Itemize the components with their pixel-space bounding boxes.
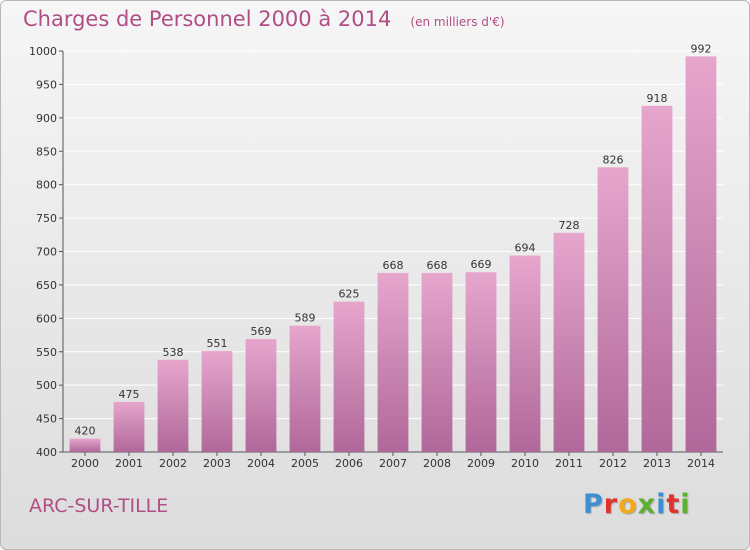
x-tick-label: 2000: [71, 457, 99, 470]
value-label: 589: [295, 312, 316, 325]
x-tick-label: 2008: [423, 457, 451, 470]
x-tick-label: 2005: [291, 457, 319, 470]
value-label: 669: [471, 258, 492, 271]
bar: [465, 272, 497, 452]
y-tick-label: 550: [36, 346, 57, 359]
bar: [201, 351, 233, 452]
bar: [685, 56, 717, 452]
logo-letter: t: [666, 489, 681, 520]
x-tick-label: 2003: [203, 457, 231, 470]
bar: [157, 359, 189, 452]
x-tick-label: 2014: [687, 457, 715, 470]
value-label: 668: [383, 259, 404, 272]
bar: [421, 272, 453, 452]
bar: [597, 167, 629, 453]
logo-letter: P: [583, 489, 604, 520]
y-tick-label: 1000: [29, 45, 57, 58]
value-label: 668: [427, 259, 448, 272]
bar: [377, 272, 409, 452]
logo-letter: x: [637, 489, 657, 520]
logo-letter: i: [656, 489, 667, 520]
value-label: 538: [163, 346, 184, 359]
value-label: 625: [339, 288, 360, 301]
bar: [333, 301, 365, 452]
x-tick-label: 2009: [467, 457, 495, 470]
bar: [69, 438, 101, 452]
bar: [553, 232, 585, 452]
x-tick-label: 2004: [247, 457, 275, 470]
value-label: 475: [119, 388, 140, 401]
logo-letter: i: [680, 489, 691, 520]
value-label: 569: [251, 325, 272, 338]
value-label: 826: [603, 153, 624, 166]
value-label: 694: [515, 242, 536, 255]
bar: [289, 325, 321, 452]
x-tick-label: 2001: [115, 457, 143, 470]
value-label: 728: [559, 219, 580, 232]
y-tick-label: 400: [36, 446, 57, 459]
proxiti-logo: Proxiti: [583, 489, 691, 520]
y-tick-label: 450: [36, 413, 57, 426]
value-label: 551: [207, 337, 228, 350]
y-tick-label: 800: [36, 179, 57, 192]
bars: [69, 56, 717, 453]
bar: [113, 401, 145, 452]
x-tick-label: 2007: [379, 457, 407, 470]
value-label: 420: [75, 425, 96, 438]
place-name: ARC-SUR-TILLE: [29, 495, 169, 517]
x-tick-label: 2006: [335, 457, 363, 470]
y-tick-label: 950: [36, 78, 57, 91]
bar: [245, 339, 277, 452]
y-tick-label: 500: [36, 379, 57, 392]
y-tick-label: 750: [36, 212, 57, 225]
y-tick-label: 850: [36, 145, 57, 158]
chart-title: Charges de Personnel 2000 à 2014: [23, 7, 392, 31]
y-tick-label: 600: [36, 312, 57, 325]
x-tick-label: 2011: [555, 457, 583, 470]
logo-letter: o: [618, 489, 638, 520]
bar: [509, 255, 541, 452]
labels: 400 450 500 550 600 650 700 750 800 850 900 950 1000…: [29, 42, 715, 470]
value-label: 918: [647, 92, 668, 105]
x-tick-label: 2012: [599, 457, 627, 470]
y-tick-label: 650: [36, 279, 57, 292]
bar: [641, 105, 673, 452]
chart-subtitle: (en milliers d'€): [410, 15, 505, 29]
x-tick-label: 2013: [643, 457, 671, 470]
x-tick-label: 2002: [159, 457, 187, 470]
value-label: 992: [691, 42, 712, 55]
title-row: Charges de Personnel 2000 à 2014 (en mil…: [23, 7, 505, 31]
y-tick-label: 900: [36, 112, 57, 125]
logo-letter: r: [603, 489, 619, 520]
y-tick-label: 700: [36, 246, 57, 259]
x-tick-label: 2010: [511, 457, 539, 470]
